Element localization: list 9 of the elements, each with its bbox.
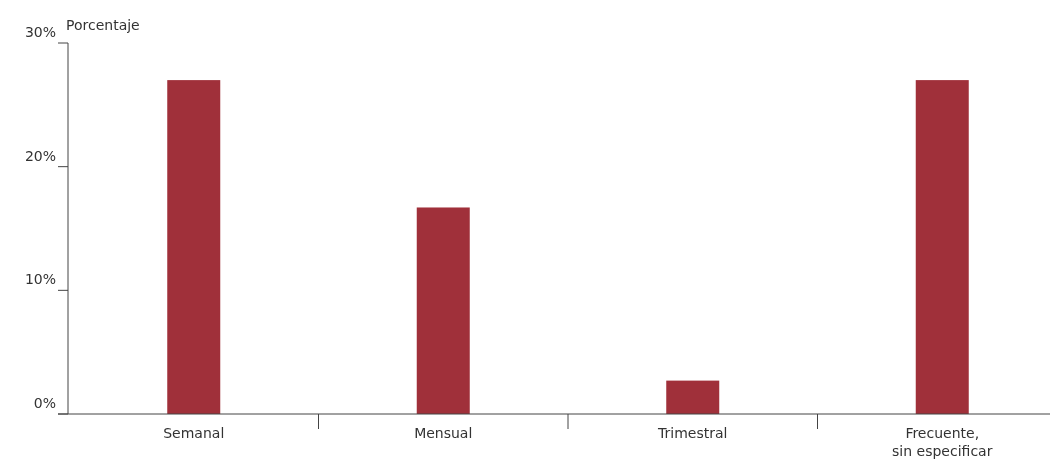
y-tick-label: 10%: [24, 271, 56, 288]
x-tick-label: Frecuente, sin especificar: [892, 425, 993, 459]
x-tick-label: Mensual: [414, 425, 473, 441]
x-tick-label: Semanal: [163, 425, 225, 441]
y-tick-label: 0%: [33, 395, 56, 411]
y-axis-title: Porcentaje: [66, 17, 140, 33]
y-tick-label: 20%: [24, 147, 56, 164]
y-tick-label: 30%: [24, 24, 56, 40]
x-tick-label: Trimestral: [657, 425, 728, 441]
